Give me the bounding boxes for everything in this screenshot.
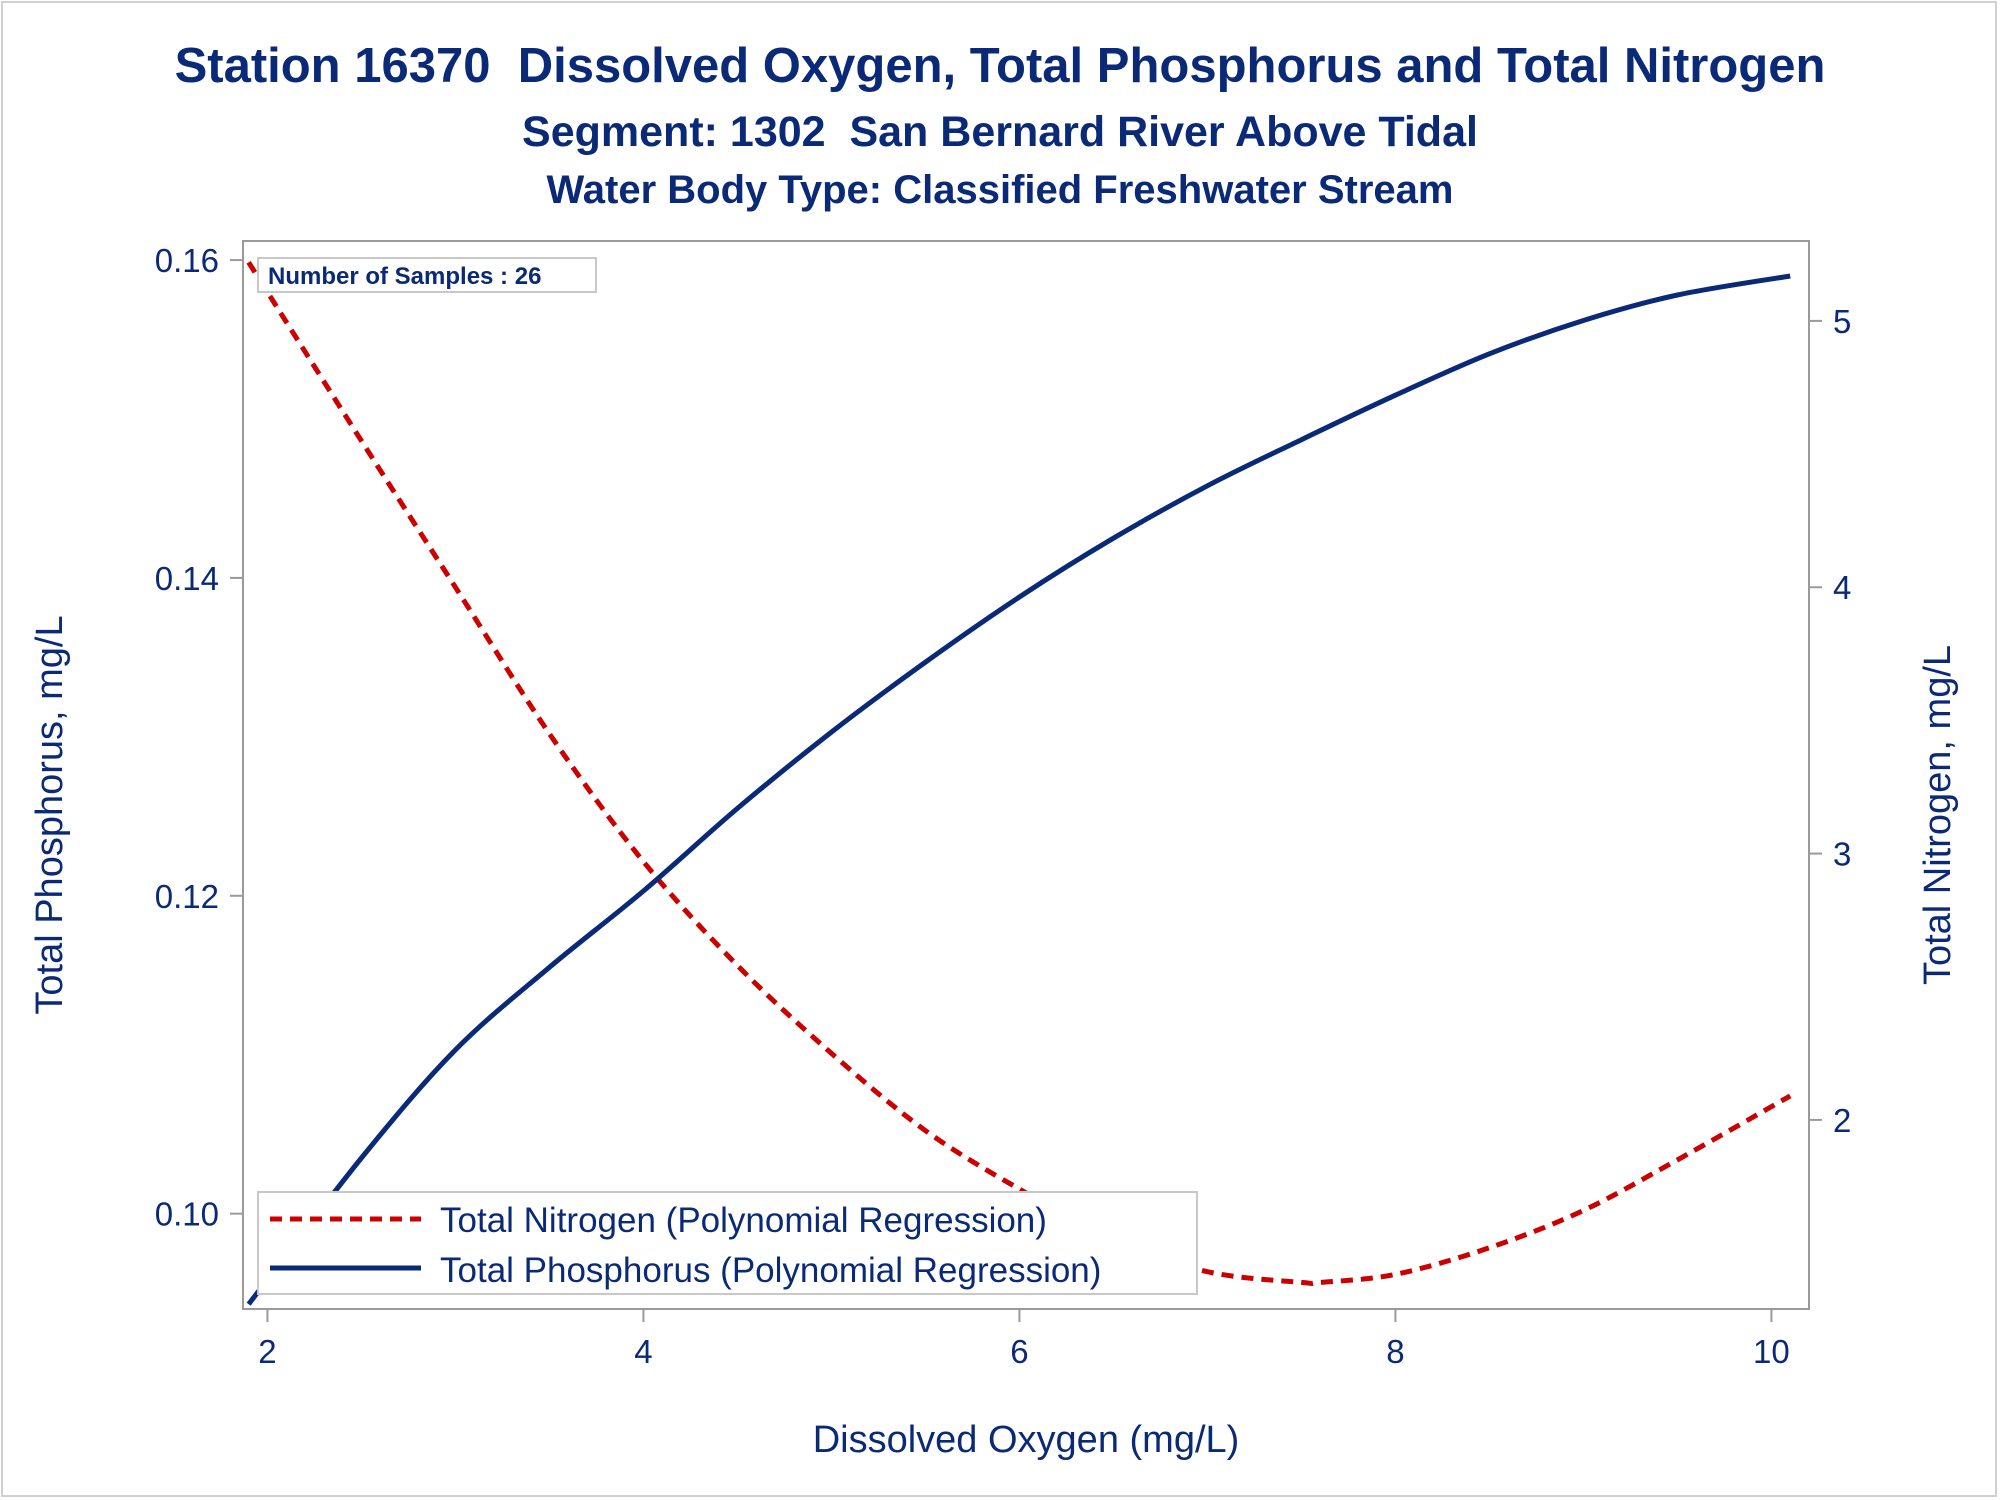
y-left-tick-label-3: 0.16 bbox=[155, 242, 219, 279]
chart-subtitle: Segment: 1302 San Bernard River Above Ti… bbox=[522, 108, 1478, 156]
legend: Total Nitrogen (Polynomial Regression) T… bbox=[257, 1191, 1198, 1295]
legend-label-nitrogen: Total Nitrogen (Polynomial Regression) bbox=[440, 1201, 1047, 1240]
chart-title: Station 16370 Dissolved Oxygen, Total Ph… bbox=[174, 39, 1826, 93]
x-axis-title: Dissolved Oxygen (mg/L) bbox=[813, 1419, 1240, 1461]
plot-area-frame bbox=[242, 240, 1810, 1310]
series-line-total-phosphorus bbox=[246, 273, 1791, 1306]
legend-label-phosphorus: Total Phosphorus (Polynomial Regression) bbox=[440, 1251, 1101, 1290]
x-tick-label-4: 10 bbox=[1753, 1333, 1790, 1370]
x-tick-label-3: 8 bbox=[1386, 1333, 1404, 1370]
y-left-tick-label-0: 0.10 bbox=[155, 1196, 219, 1233]
y-axis-left-title: Total Phosphorus, mg/L bbox=[29, 615, 71, 1014]
sample-count-inset: Number of Samples : 26 bbox=[257, 257, 597, 293]
legend-box bbox=[257, 1191, 1198, 1295]
y-left-tick-label-2: 0.14 bbox=[155, 560, 219, 597]
sample-count-label: Number of Samples : 26 bbox=[268, 263, 541, 290]
x-tick-label-2: 6 bbox=[1010, 1333, 1028, 1370]
sample-count-box bbox=[257, 257, 597, 293]
x-tick-label-1: 4 bbox=[634, 1333, 652, 1370]
y-left-tick-label-1: 0.12 bbox=[155, 878, 219, 915]
y-axis-right-title: Total Nitrogen, mg/L bbox=[1917, 645, 1959, 985]
series-line-total-nitrogen bbox=[246, 260, 1792, 1287]
x-tick-label-0: 2 bbox=[258, 1333, 276, 1370]
y-right-tick-label-3: 5 bbox=[1833, 303, 1851, 340]
y-right-tick-label-0: 2 bbox=[1833, 1102, 1851, 1139]
chart-subtitle-2: Water Body Type: Classified Freshwater S… bbox=[546, 168, 1454, 212]
y-right-tick-label-2: 4 bbox=[1833, 569, 1851, 606]
y-right-tick-label-1: 3 bbox=[1833, 836, 1851, 873]
